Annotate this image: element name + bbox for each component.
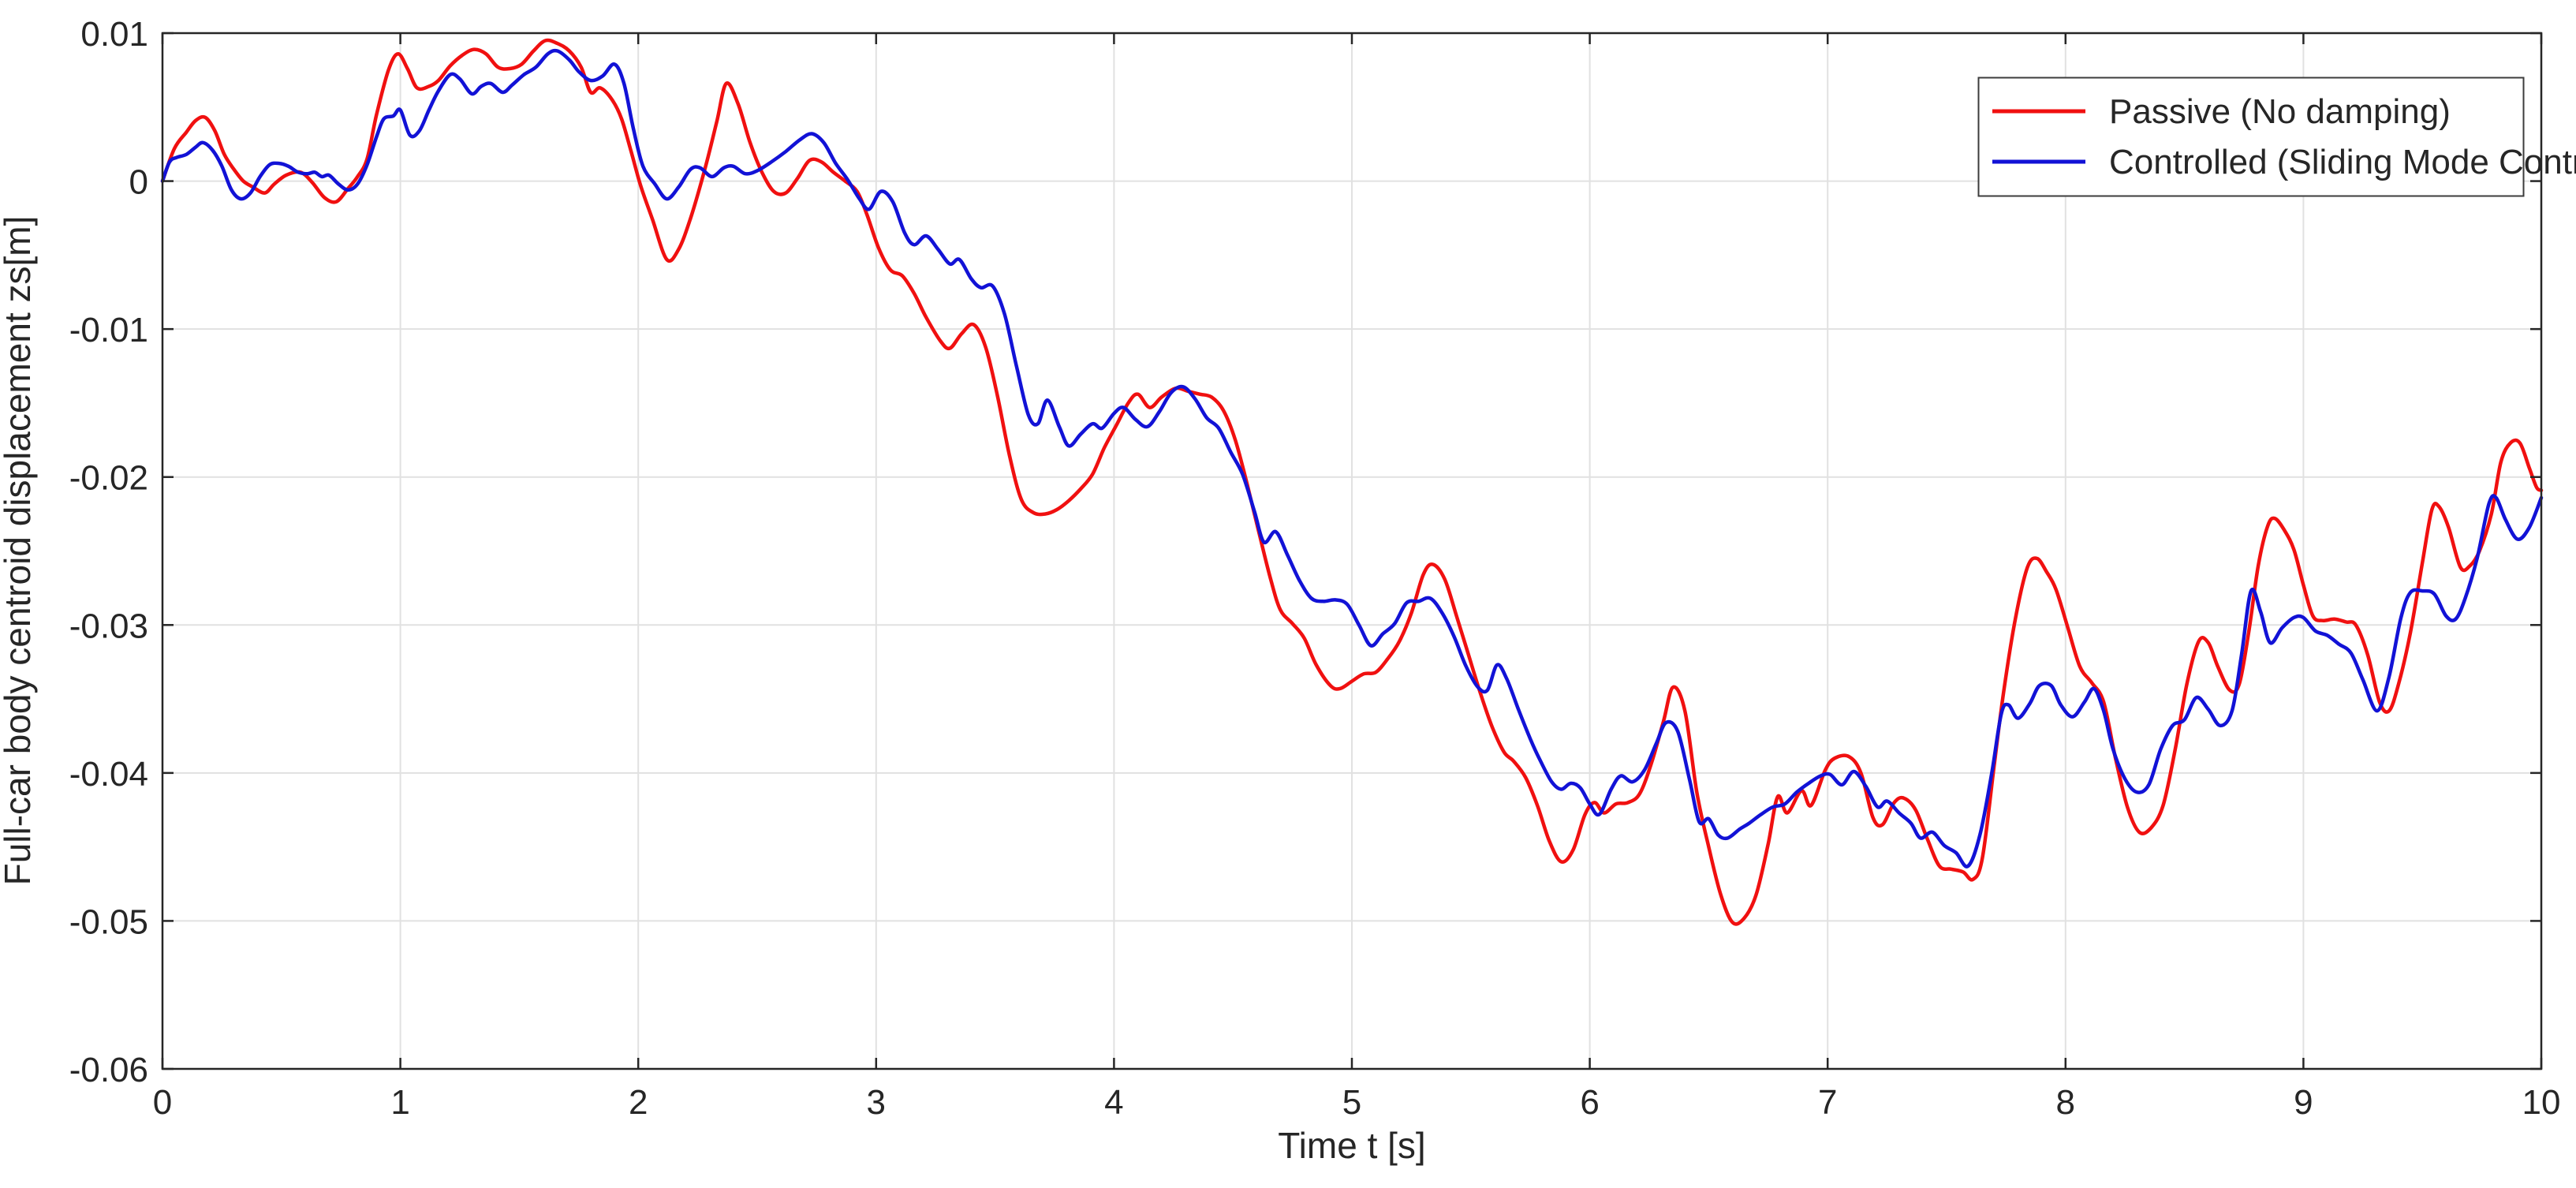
- x-tick-label: 10: [2522, 1083, 2561, 1122]
- x-tick-label: 8: [2056, 1083, 2075, 1122]
- x-tick-label: 9: [2294, 1083, 2313, 1122]
- tick-label-layer: 0 1 2 3 4 5 6 7 8 9 10 0.01 0 -0.01 -0.02 -0.03 -0.04 -0.…: [69, 15, 2561, 1122]
- x-tick-label: 4: [1104, 1083, 1123, 1122]
- legend-label-passive: Passive (No damping): [2109, 92, 2451, 131]
- y-tick-label: -0.03: [69, 607, 148, 645]
- legend-label-controlled: Controlled (Sliding Mode Control): [2109, 143, 2576, 181]
- y-tick-label: 0: [129, 163, 148, 202]
- x-axis-title: Time t [s]: [1278, 1125, 1425, 1166]
- x-tick-label: 7: [1818, 1083, 1837, 1122]
- y-tick-label: -0.04: [69, 755, 148, 794]
- y-tick-label: -0.06: [69, 1051, 148, 1089]
- y-tick-label: 0.01: [80, 15, 148, 54]
- controlled-curve: [160, 48, 2544, 869]
- x-tick-label: 1: [390, 1083, 409, 1122]
- y-tick-label: -0.01: [69, 311, 148, 349]
- x-tick-label: 0: [153, 1083, 172, 1122]
- y-tick-label: -0.02: [69, 459, 148, 498]
- passive-curve: [160, 38, 2544, 926]
- x-tick-label: 6: [1580, 1083, 1599, 1122]
- y-axis-title: Full-car body centroid displacement zs[m…: [0, 216, 38, 886]
- axes-layer: [161, 32, 2543, 1070]
- series-layer: [160, 38, 2544, 926]
- x-tick-label: 3: [867, 1083, 886, 1122]
- x-tick-label: 5: [1342, 1083, 1361, 1122]
- legend-box: [1977, 77, 2525, 197]
- y-tick-label: -0.05: [69, 902, 148, 941]
- legend: Passive (No damping) Controlled (Sliding…: [1977, 77, 2576, 197]
- x-tick-label: 2: [629, 1083, 648, 1122]
